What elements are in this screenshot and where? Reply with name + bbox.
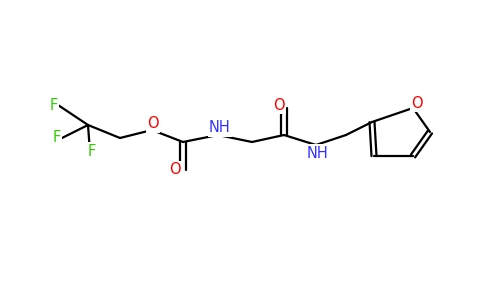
Text: F: F [88,143,96,158]
Text: F: F [53,130,61,146]
Text: NH: NH [209,121,231,136]
Text: O: O [411,95,423,110]
Text: O: O [273,98,285,112]
Text: F: F [50,98,58,112]
Text: NH: NH [307,146,329,160]
Text: O: O [147,116,159,131]
Text: O: O [169,163,181,178]
